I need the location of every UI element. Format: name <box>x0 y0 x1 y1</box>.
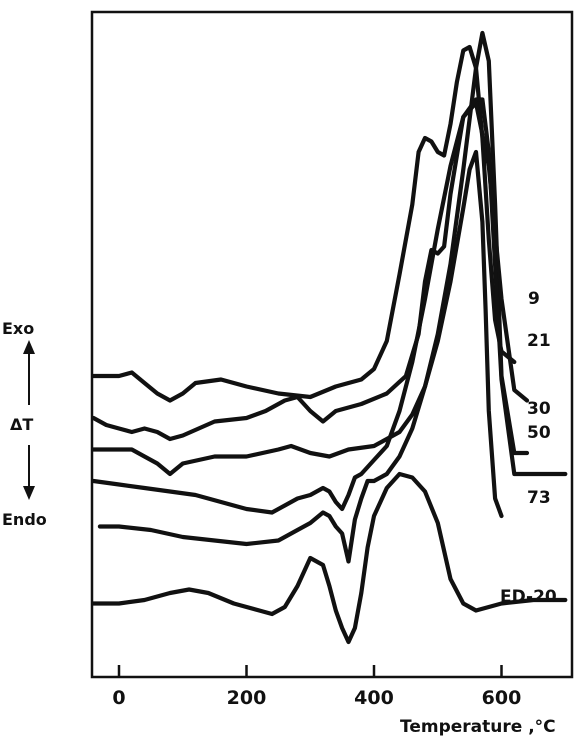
series-line-30 <box>91 30 530 477</box>
x-tick-label: 200 <box>227 687 267 709</box>
series-labels-group: 9 21 30 50 73 ED-20 <box>500 289 557 607</box>
x-tick-label: 400 <box>354 687 394 709</box>
y-label-endo: Endo <box>2 510 47 529</box>
series-label-9: 9 <box>528 289 540 309</box>
y-label-delta-t: ΔT <box>10 415 33 434</box>
curves-group <box>91 30 568 645</box>
arrow-down-icon <box>23 445 35 500</box>
x-tick-label: 0 <box>112 687 125 709</box>
series-label-50: 50 <box>527 423 551 443</box>
series-line-73 <box>97 149 504 564</box>
x-tick-label: 600 <box>482 687 522 709</box>
x-axis-title: Temperature ,°C <box>400 717 556 737</box>
series-label-21: 21 <box>527 331 551 351</box>
series-label-30: 30 <box>527 399 551 419</box>
series-line-ED-20 <box>91 471 568 645</box>
series-line-9 <box>91 44 517 403</box>
series-line-21 <box>91 100 530 442</box>
x-tick-group: 0 200 400 600 <box>112 665 521 709</box>
series-label-ED-20: ED-20 <box>500 587 557 607</box>
arrow-up-icon <box>23 340 35 405</box>
y-label-exo: Exo <box>2 319 34 338</box>
plot-frame <box>90 10 574 679</box>
series-label-73: 73 <box>527 488 551 508</box>
series-line-50 <box>91 97 568 515</box>
